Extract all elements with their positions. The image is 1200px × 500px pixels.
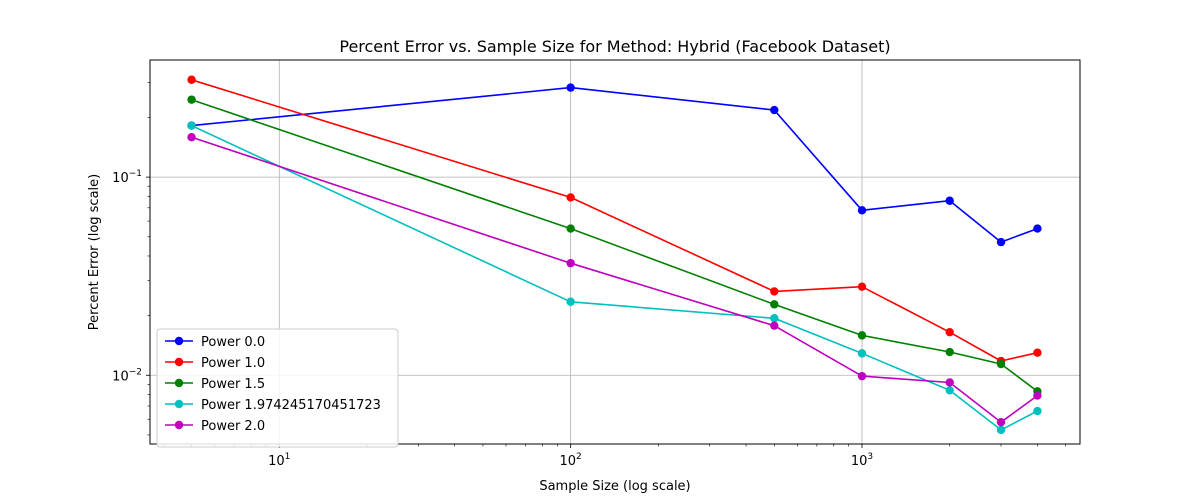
legend-marker	[174, 357, 184, 367]
data-point	[566, 83, 575, 92]
x-tick-label-exponent: 3	[867, 452, 873, 462]
data-point	[566, 224, 575, 233]
data-point	[770, 300, 779, 309]
data-point	[187, 133, 196, 142]
data-point	[857, 331, 867, 340]
x-tick-label-exponent: 1	[285, 452, 291, 462]
legend-marker	[174, 378, 184, 388]
y-tick-label-base: 10	[112, 369, 129, 384]
data-point	[187, 121, 196, 130]
chart-title: Percent Error vs. Sample Size for Method…	[339, 37, 890, 56]
data-point	[770, 105, 779, 115]
legend-marker	[174, 420, 184, 430]
plot-frame	[149, 59, 1081, 445]
x-tick-label: 101	[268, 452, 290, 469]
y-tick-label: 10−2	[112, 367, 142, 384]
legend: Power 0.0 Power 1.0 Power 1.5 Power 1.97424…	[156, 328, 399, 448]
legend-item: Power 1.5	[165, 377, 265, 392]
data-point	[996, 237, 1006, 247]
series-3	[187, 121, 1042, 435]
data-point	[187, 95, 196, 104]
legend-marker	[174, 336, 184, 346]
y-axis-label: Percent Error (log scale)	[87, 174, 102, 330]
data-point	[1033, 406, 1042, 416]
legend-item: Power 2.0	[165, 419, 265, 434]
x-tick-label-base: 10	[851, 454, 868, 469]
x-tick-label: 103	[851, 452, 873, 469]
data-point	[945, 378, 954, 387]
data-point	[857, 349, 867, 358]
data-point	[945, 386, 954, 395]
x-axis-label: Sample Size (log scale)	[539, 479, 690, 494]
data-point	[187, 75, 196, 84]
y-tick-label: 10−1	[112, 169, 142, 186]
data-point	[857, 371, 867, 381]
data-point	[996, 417, 1006, 427]
data-point	[566, 193, 575, 202]
legend-label: Power 1.974245170451723	[201, 398, 381, 413]
x-tick-label-base: 10	[560, 454, 577, 469]
data-point	[1033, 391, 1042, 400]
legend-item: Power 0.0	[165, 335, 265, 350]
series-4	[187, 133, 1042, 427]
x-tick-label-base: 10	[268, 454, 285, 469]
legend-marker	[174, 399, 184, 409]
y-tick-label-exponent: −1	[129, 169, 142, 179]
x-tick-label: 102	[560, 452, 582, 469]
data-point	[770, 287, 779, 296]
legend-label: Power 0.0	[201, 335, 265, 350]
data-point	[770, 321, 779, 330]
data-point	[566, 258, 575, 268]
data-point	[770, 314, 779, 323]
data-point	[996, 425, 1006, 435]
data-point	[857, 206, 867, 215]
legend-label: Power 1.5	[201, 377, 265, 392]
data-point	[945, 327, 954, 337]
legend-item: Power 1.974245170451723	[165, 398, 381, 413]
y-tick-label-base: 10	[112, 171, 129, 186]
x-tick-label-exponent: 2	[576, 452, 582, 462]
legend-box	[156, 328, 399, 448]
legend-label: Power 2.0	[201, 419, 265, 434]
data-point	[996, 359, 1006, 369]
y-tick-label-exponent: −2	[129, 367, 142, 377]
data-point	[857, 282, 867, 291]
data-point	[1033, 348, 1042, 357]
series-layer	[187, 75, 1042, 435]
data-point	[945, 196, 954, 205]
data-point	[1033, 224, 1042, 233]
data-point	[566, 297, 575, 306]
legend-label: Power 1.0	[201, 356, 265, 371]
legend-item: Power 1.0	[165, 356, 265, 371]
data-point	[945, 347, 954, 357]
